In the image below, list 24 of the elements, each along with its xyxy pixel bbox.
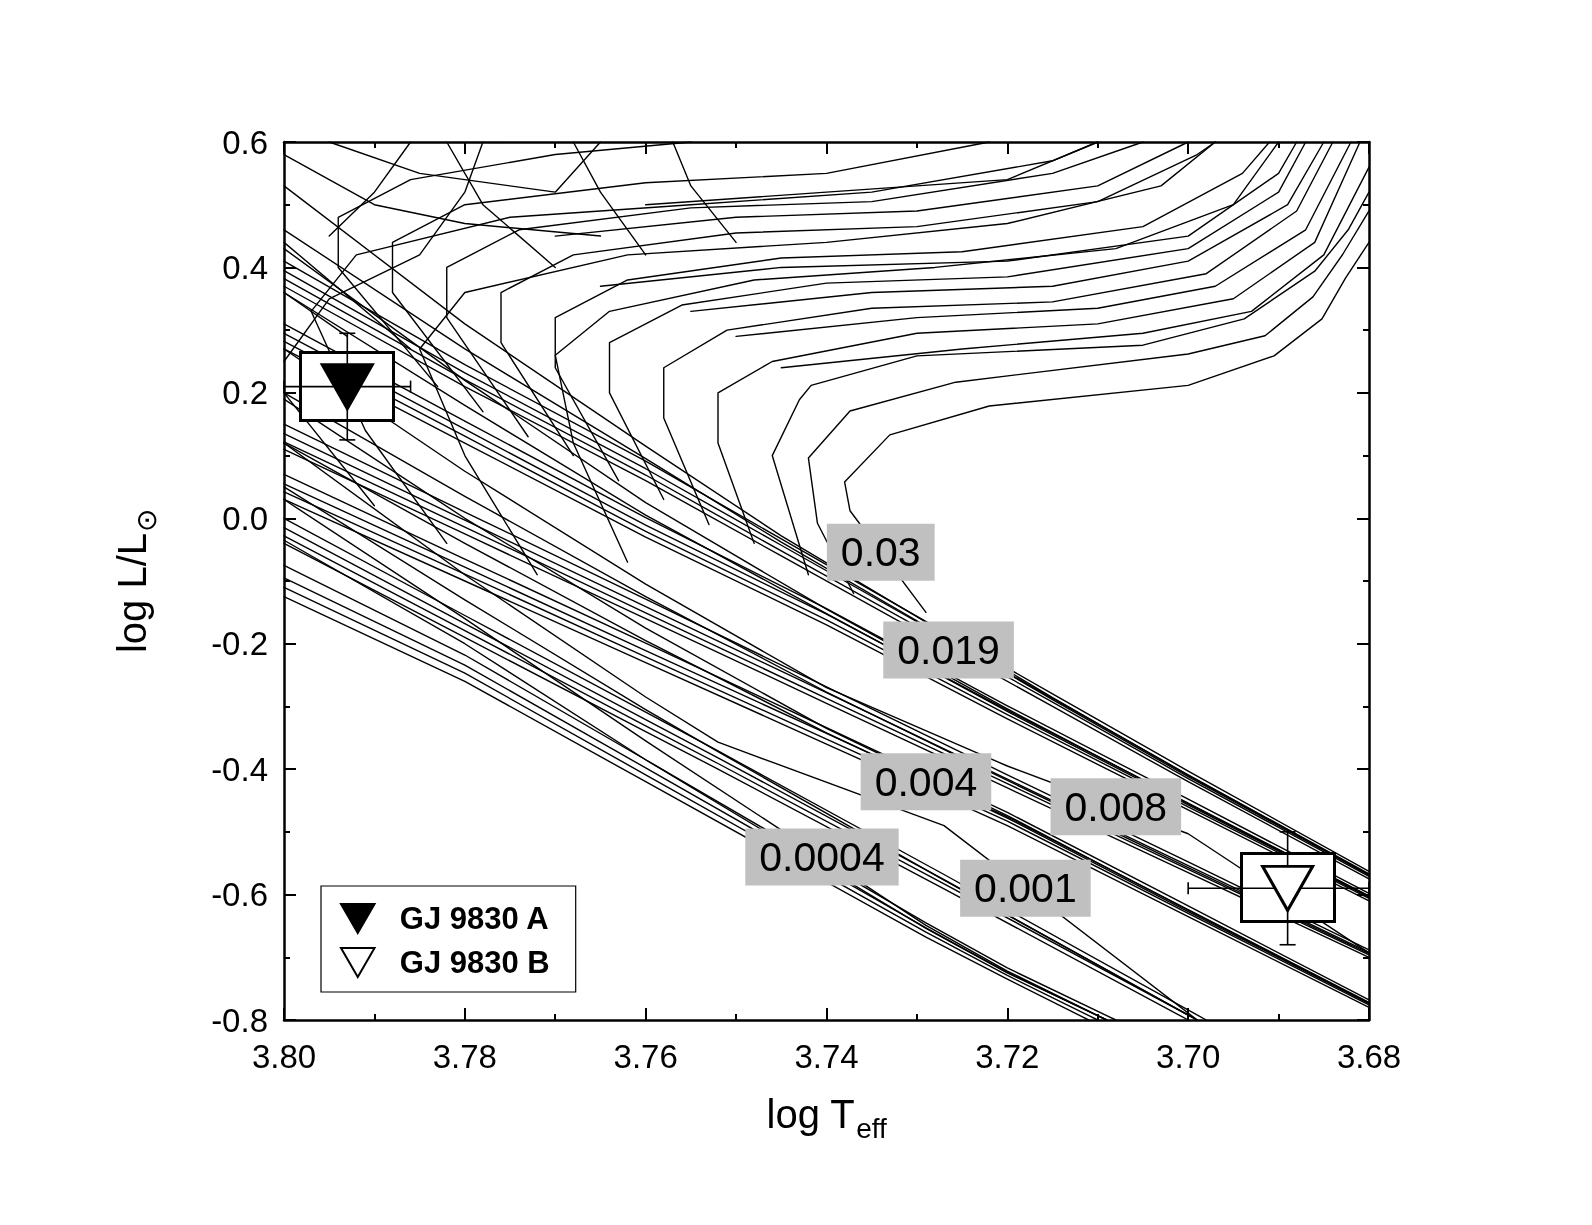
y-axis-title: log L/L⊙ — [110, 508, 162, 654]
x-tick-label: 3.74 — [794, 1038, 859, 1075]
x-tick-label: 3.70 — [1156, 1038, 1221, 1075]
y-tick-label: 0.0 — [222, 499, 268, 537]
annotation: 0.008 — [1064, 783, 1168, 830]
x-tick-label: 3.72 — [975, 1038, 1040, 1075]
annotation: 0.0004 — [759, 833, 885, 880]
legend-label: GJ 9830 B — [399, 945, 550, 980]
annotation: 0.03 — [840, 529, 921, 576]
x-tick-label: 3.78 — [432, 1038, 497, 1075]
legend-label: GJ 9830 A — [399, 901, 549, 936]
x-tick-label: 3.76 — [613, 1038, 678, 1075]
y-tick-label: -0.2 — [211, 625, 268, 663]
y-tick-label: -0.4 — [211, 750, 268, 788]
y-tick-label: 0.4 — [222, 248, 268, 286]
annotation: 0.001 — [974, 865, 1077, 912]
y-tick-label: 0.2 — [222, 374, 268, 412]
y-tick-label: -0.8 — [211, 1001, 268, 1039]
x-tick-label: 3.80 — [251, 1038, 317, 1075]
annotation: 0.004 — [874, 758, 978, 805]
y-tick-label: -0.6 — [211, 876, 268, 914]
y-tick-label: 0.6 — [222, 123, 268, 161]
x-tick-label: 3.68 — [1336, 1038, 1402, 1075]
annotation: 0.019 — [897, 626, 1000, 673]
